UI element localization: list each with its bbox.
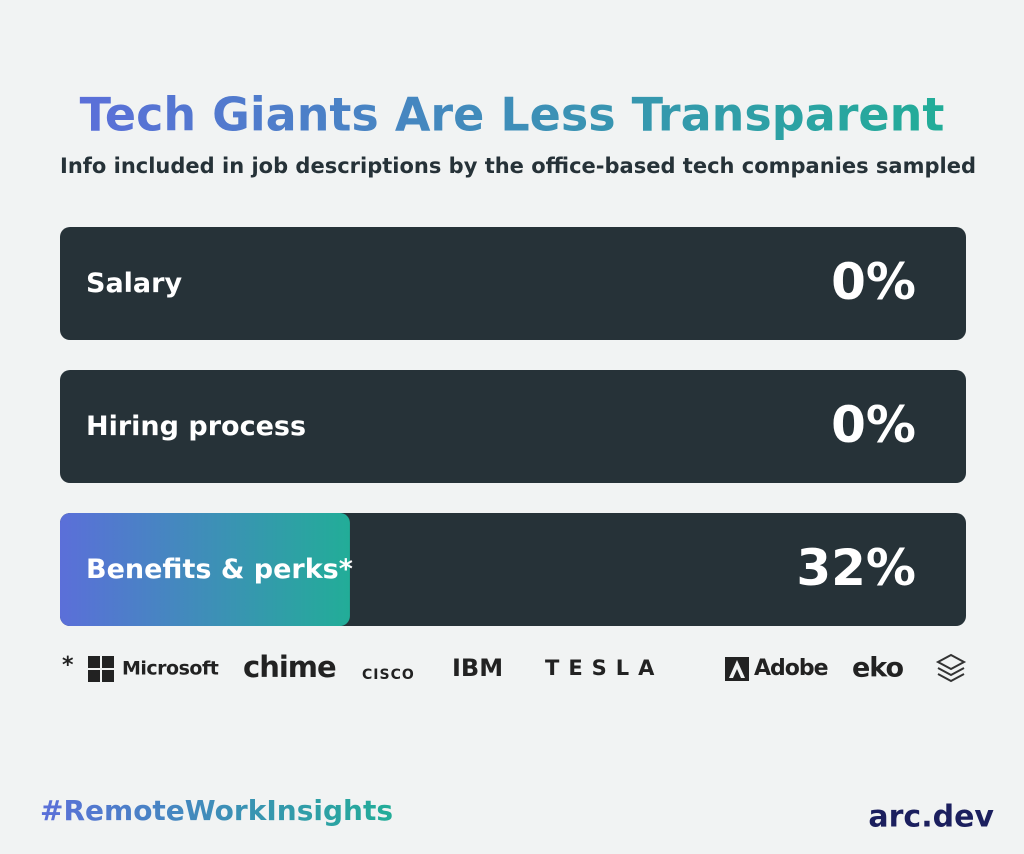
microsoft-icon <box>88 656 114 682</box>
bar-track <box>60 370 966 483</box>
value-label: 0% <box>831 396 916 454</box>
company-logo: IBM <box>452 654 503 682</box>
chart-title: Tech Giants Are Less Transparent <box>80 88 945 142</box>
footnote-marker: * <box>62 653 74 678</box>
category-label: Benefits & perks* <box>86 554 353 585</box>
company-logo: chime <box>243 650 336 684</box>
stack-icon <box>935 653 967 683</box>
company-logo: Microsoft <box>122 658 219 680</box>
category-label: Salary <box>86 268 182 299</box>
bar-track <box>60 227 966 340</box>
value-label: 0% <box>831 253 916 311</box>
bar <box>60 513 350 626</box>
adobe-icon <box>725 657 749 681</box>
company-logo: Adobe <box>754 656 828 681</box>
company-logo: eko <box>852 653 904 684</box>
value-label: 32% <box>796 539 916 597</box>
brand: arc.dev <box>868 800 994 835</box>
category-label: Hiring process <box>86 411 306 442</box>
chart-subtitle: Info included in job descriptions by the… <box>60 154 976 178</box>
company-logo: CISCO <box>362 667 415 683</box>
hashtag: #RemoteWorkInsights <box>40 794 393 827</box>
company-logo: TESLA <box>545 656 663 680</box>
